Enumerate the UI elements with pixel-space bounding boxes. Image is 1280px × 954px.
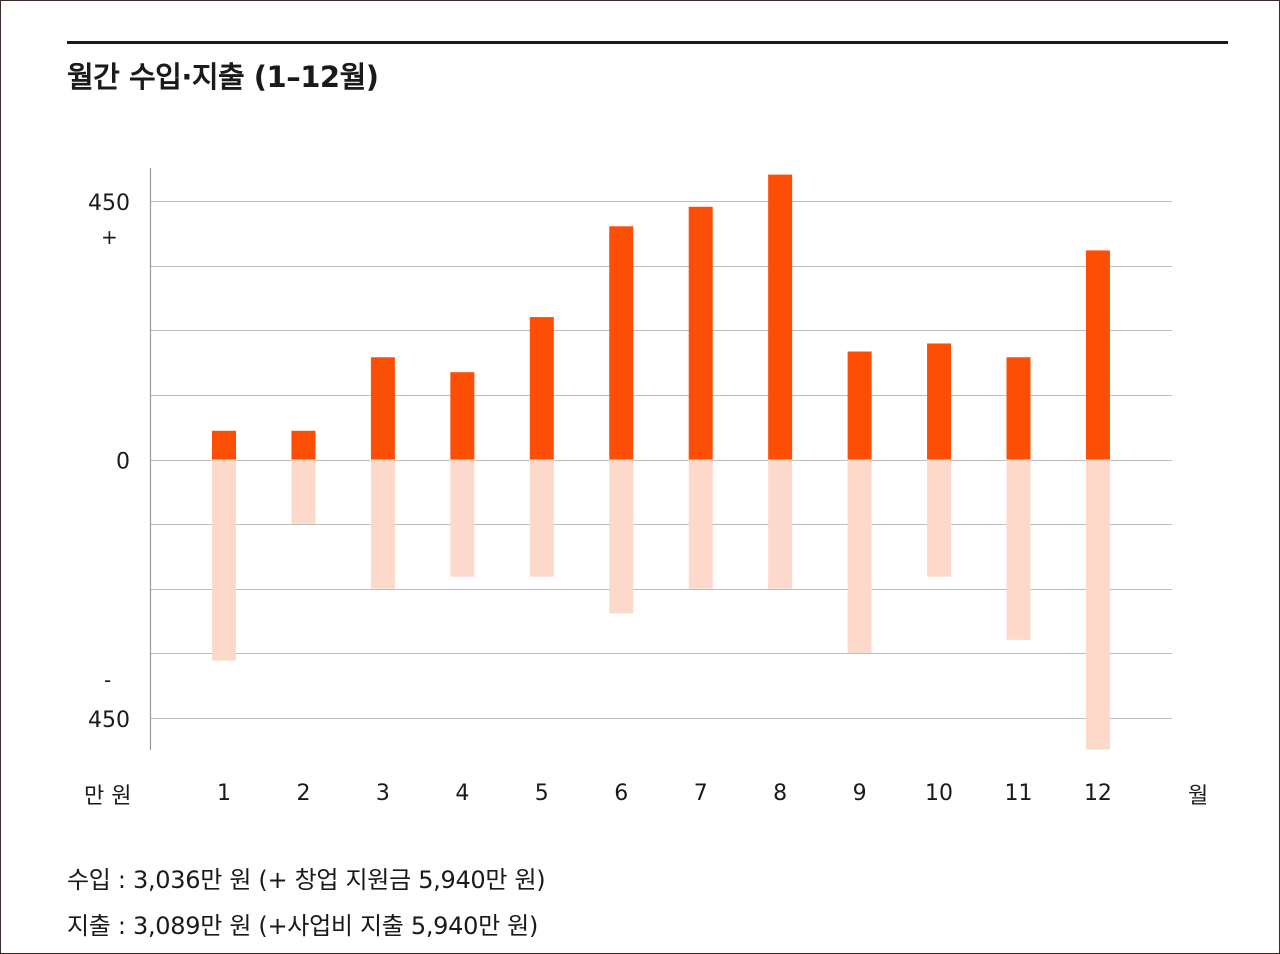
x-tick-label: 6 — [614, 781, 628, 806]
x-tick-label: 12 — [1084, 781, 1112, 806]
income-bar-2 — [291, 430, 316, 460]
income-bar-5 — [529, 317, 554, 460]
y-positive-sign: + — [101, 225, 118, 250]
expense-bar-5 — [529, 459, 554, 577]
expense-bar-4 — [450, 459, 475, 577]
income-bar-11 — [1006, 357, 1031, 460]
gridlines — [150, 201, 1172, 719]
expense-bar-2 — [291, 459, 316, 524]
y-tick-label: 0 — [116, 450, 130, 475]
expense-bar-9 — [847, 459, 872, 654]
x-tick-label: 8 — [773, 781, 787, 806]
expense-bar-8 — [768, 459, 793, 589]
bars — [212, 174, 1110, 750]
income-bar-6 — [609, 226, 634, 460]
income-bar-3 — [370, 357, 395, 460]
x-tick-label: 1 — [217, 781, 231, 806]
x-tick-label: 9 — [853, 781, 867, 806]
income-bar-7 — [688, 206, 713, 460]
x-tick-label: 3 — [376, 781, 390, 806]
expense-bar-10 — [927, 459, 952, 577]
income-bar-12 — [1085, 250, 1110, 460]
expense-bar-7 — [688, 459, 713, 589]
y-negative-sign: - — [104, 667, 112, 692]
x-tick-label: 11 — [1005, 781, 1033, 806]
income-bar-1 — [212, 430, 236, 460]
x-tick-label: 4 — [455, 781, 469, 806]
x-tick-label: 5 — [535, 781, 549, 806]
income-bar-4 — [450, 372, 475, 460]
income-bar-10 — [927, 343, 952, 460]
x-tick-label: 2 — [296, 781, 310, 806]
income-total-note: 수입 : 3,036만 원 (+ 창업 지원금 5,940만 원) — [67, 866, 546, 894]
title-rule — [67, 41, 1228, 44]
expense-bar-3 — [370, 459, 395, 589]
expense-bar-11 — [1006, 459, 1031, 640]
y-tick-label: 450 — [88, 708, 130, 733]
x-tick-label: 10 — [925, 781, 953, 806]
y-tick-label: 450 — [88, 191, 130, 216]
x-axis-unit: 월 — [1188, 784, 1209, 809]
y-axis-unit: 만 원 — [84, 784, 132, 809]
x-tick-label: 7 — [694, 781, 708, 806]
expense-total-note: 지출 : 3,089만 원 (+사업비 지출 5,940만 원) — [67, 912, 539, 940]
income-bar-9 — [847, 351, 872, 460]
expense-bar-6 — [609, 459, 634, 614]
chart-title: 월간 수입·지출 (1–12월) — [67, 60, 379, 94]
expense-bar-12 — [1085, 459, 1110, 750]
expense-bar-1 — [212, 459, 236, 661]
income-bar-8 — [768, 174, 793, 460]
